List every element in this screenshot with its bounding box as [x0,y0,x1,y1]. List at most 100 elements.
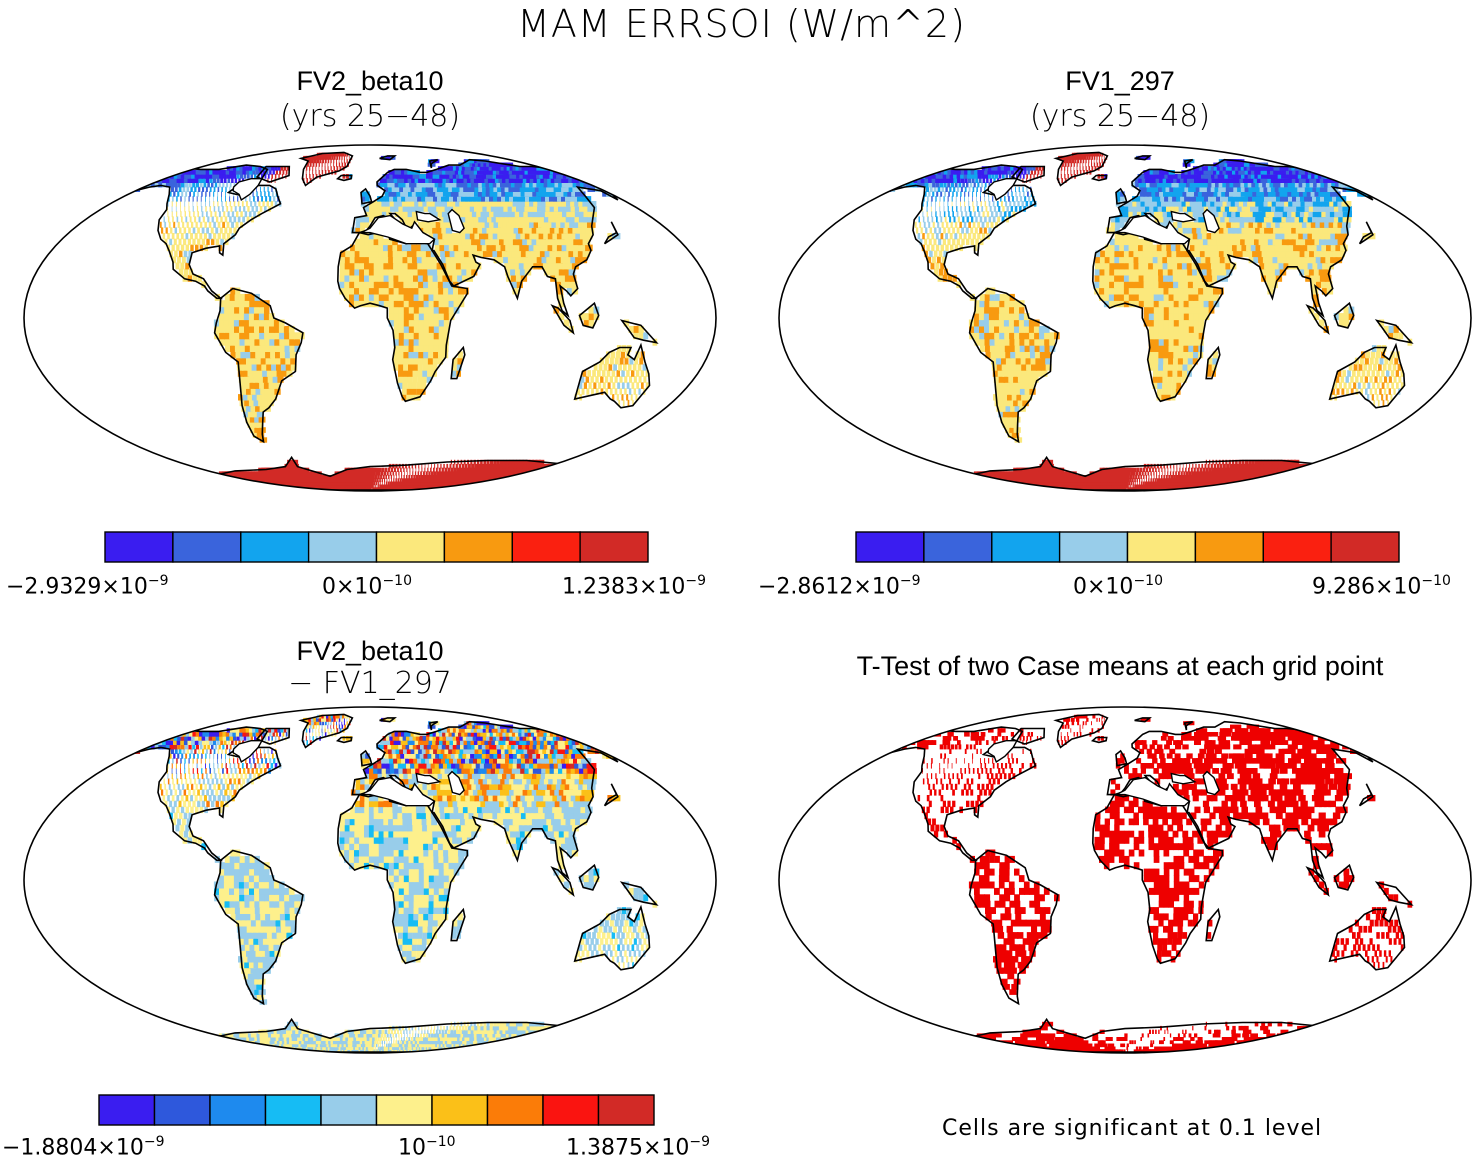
grid-cell [244,345,251,352]
grid-cell [1295,471,1308,476]
grid-cell [506,459,511,465]
grid-cell [229,293,235,301]
grid-cell [974,338,981,346]
grid-cell [599,178,614,183]
grid-cell [425,244,432,252]
grid-cell [411,178,417,183]
grid-cell [258,166,263,171]
grid-cell [428,313,435,321]
grid-cell [1177,268,1184,276]
grid-cell [1019,325,1025,333]
grid-cell [493,211,501,218]
grid-cell [1182,467,1184,472]
grid-cell [239,332,246,340]
grid-cell [1012,370,1019,377]
grid-cell [245,416,253,423]
grid-cell [369,467,373,472]
grid-cell [359,274,365,282]
grid-cell [1187,357,1193,365]
grid-cell [495,216,504,223]
grid-cell [1302,262,1310,270]
grid-cell [568,250,576,258]
grid-cell [1138,274,1145,282]
grid-cell [183,250,188,258]
grid-cell [359,256,365,264]
grid-cell [178,238,182,246]
grid-cell [447,201,454,207]
grid-cell [180,211,182,218]
grid-cell [1107,471,1112,476]
grid-cell [1182,370,1188,377]
grid-cell [1121,475,1125,479]
grid-cell [1001,363,1008,371]
grid-cell [379,484,382,488]
grid-cell [378,268,385,276]
grid-cell [1126,478,1130,483]
grid-cell [425,471,428,476]
coastline-uk [360,187,373,205]
grid-cell [171,244,175,252]
grid-cell [250,405,258,412]
grid-cell [378,256,384,264]
grid-cell [180,174,187,179]
grid-cell [210,211,213,218]
grid-cell [236,174,240,179]
grid-cell [487,250,495,258]
grid-cell [984,293,990,301]
grid-cell [1045,363,1052,371]
grid-cell [280,357,287,365]
grid-cell [321,155,325,160]
grid-cell [198,178,203,183]
grid-cell [1013,399,1020,407]
map-fv1 [778,144,1472,492]
grid-cell [282,170,285,175]
grid-cell [412,262,419,270]
grid-cell [592,370,596,377]
grid-cell [259,306,265,314]
grid-cell [1182,274,1189,282]
grid-cell [392,250,399,258]
grid-cell [421,178,428,183]
grid-cell [209,196,210,202]
grid-cell [406,201,412,207]
grid-cell [445,196,452,202]
grid-cell [1176,467,1178,472]
grid-cell [1391,382,1394,389]
grid-cell [426,256,433,264]
grid-cell [1183,293,1190,301]
grid-cell [497,211,506,218]
grid-cell [1185,475,1190,479]
grid-cell [460,471,466,476]
grid-cell [192,206,194,212]
grid-cell [989,338,996,346]
grid-cell [424,463,426,469]
panel-fv1-title: FV1_297 [1065,66,1175,96]
grid-cell [380,475,383,479]
grid-cell [1114,268,1120,276]
grid-cell [514,211,523,218]
grid-cell [1154,478,1157,483]
grid-cell [366,467,370,472]
grid-cell [1148,325,1155,333]
grid-cell [253,399,261,407]
grid-cell [418,463,420,469]
grid-cell [1213,293,1220,301]
grid-cell [999,332,1006,340]
grid-cell [406,478,409,483]
grid-cell [502,211,510,218]
grid-cell [418,338,424,346]
grid-cell [566,233,574,240]
grid-cell [403,313,410,321]
grid-cell [1364,376,1368,383]
grid-cell [1163,338,1170,346]
grid-cell [361,191,366,197]
grid-cell [1023,382,1030,389]
grid-cell [1158,313,1165,321]
grid-cell [249,300,255,308]
grid-cell [1343,319,1350,327]
grid-cell [162,182,167,188]
grid-cell [269,388,276,395]
grid-cell [1139,467,1143,472]
grid-cell [403,186,409,192]
grid-cell [395,478,397,483]
